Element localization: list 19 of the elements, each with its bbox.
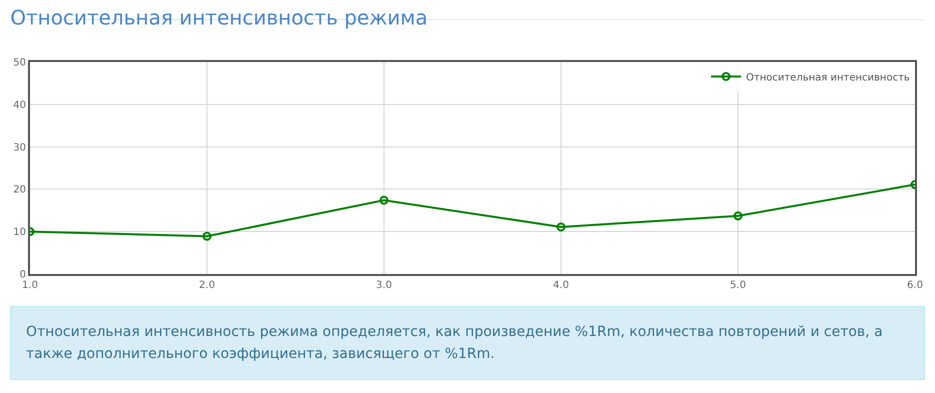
x-tick-label: 6.0: [907, 280, 923, 291]
point: [734, 211, 742, 220]
x-tick-label: 1.0: [22, 280, 38, 291]
x-tick-label: 4.0: [553, 280, 569, 291]
y-tick-label: 10: [13, 227, 26, 238]
legend-label: Относительная интенсивность: [746, 72, 910, 84]
y-tick-label: 50: [13, 58, 26, 68]
x-tick-label: 2.0: [199, 280, 215, 291]
x-tick-label: 3.0: [376, 280, 392, 291]
point: [556, 222, 566, 232]
chart-title: Относительная интенсивность режима: [10, 6, 428, 30]
text: Относительная интенсивность режима определяется, как произведение %1Rm, количества повторений и сетов, а также дополнительного коэффициента, зависящего от %1Rm.: [10, 306, 925, 380]
point: [380, 196, 388, 205]
y-tick-label: 40: [13, 100, 26, 111]
y-tick-label: 0: [20, 270, 26, 280]
y-tick-label: 30: [13, 142, 26, 154]
x-tick-label: 5.0: [730, 280, 746, 291]
point: [202, 232, 212, 241]
y-tick-label: 20: [13, 184, 26, 196]
